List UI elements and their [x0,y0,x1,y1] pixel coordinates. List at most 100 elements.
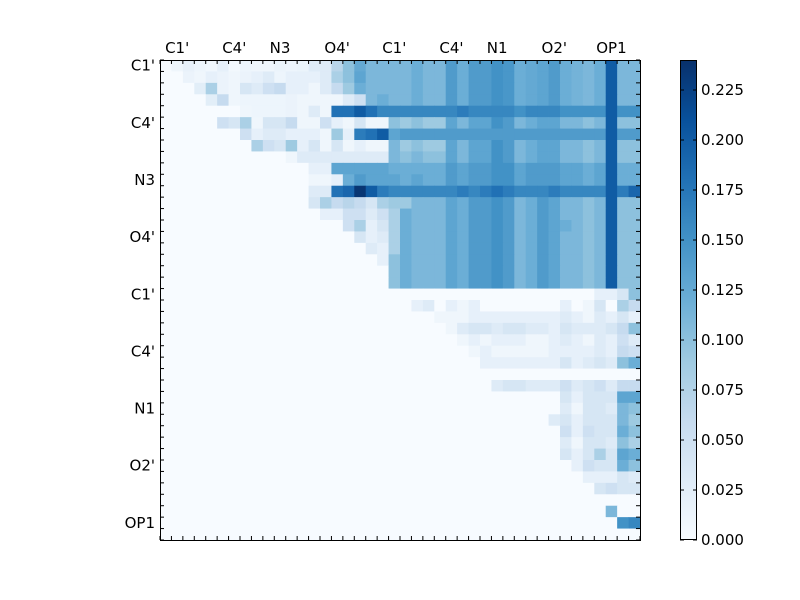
heatmap-cell [628,402,641,415]
heatmap-cell [365,208,378,221]
heatmap-cell [537,505,549,518]
heatmap-cell [582,460,595,472]
heatmap-cell [480,528,492,541]
heatmap-cell [422,71,435,84]
heatmap-cell [240,94,252,107]
heatmap-cell [331,82,344,95]
heatmap-cell [502,265,515,278]
heatmap-cell [262,368,275,381]
heatmap-cell [502,254,515,267]
heatmap-cell [342,140,355,152]
heatmap-cell [262,345,275,358]
colorbar-tick-label: 0.075 [701,381,744,399]
y-tick-label: C4' [131,114,155,132]
heatmap-cell [457,140,469,152]
heatmap-cell [468,220,481,232]
heatmap-cell [582,322,595,335]
heatmap-cell [285,151,298,164]
heatmap-cell [308,94,321,107]
heatmap-cell [594,71,607,84]
heatmap-cell [560,71,572,84]
heatmap-cell [171,60,184,72]
heatmap-cell [422,414,435,427]
x-tick-label: N1 [487,39,508,57]
heatmap-cell [331,414,344,427]
heatmap-cell [537,254,549,267]
heatmap-cell [354,71,367,84]
heatmap-cell [251,391,264,404]
heatmap-cell [434,391,447,404]
heatmap-cell [160,60,172,72]
x-tick-label: O4' [324,39,349,57]
heatmap-cell [422,208,435,221]
heatmap-cell [205,288,218,301]
heatmap-cell [445,197,458,209]
heatmap-cell [571,288,584,301]
heatmap-cell [457,242,469,255]
heatmap-cell [320,254,332,267]
heatmap-cell [320,414,332,427]
heatmap-cell [514,448,527,461]
heatmap-cell [400,197,412,209]
heatmap-cell [445,128,458,141]
heatmap-cell [628,528,641,541]
heatmap-cell [628,482,641,495]
heatmap-cell [388,140,401,152]
heatmap-cell [308,117,321,129]
heatmap-cell [434,517,447,529]
heatmap-cell [468,380,481,392]
heatmap-cell [571,208,584,221]
heatmap-cell [605,105,618,118]
heatmap-cell [171,220,184,232]
heatmap-cell [388,174,401,187]
heatmap-cell [274,140,287,152]
heatmap-cell [240,197,252,209]
heatmap-cell [182,368,195,381]
heatmap-cell [228,128,241,141]
heatmap-cell [548,242,561,255]
heatmap-cell [262,482,275,495]
heatmap-cell [388,345,401,358]
heatmap-cell [548,425,561,438]
heatmap-cell [320,151,332,164]
heatmap-cell [228,185,241,198]
heatmap-cell [160,368,172,381]
heatmap-cell [560,208,572,221]
heatmap-cell [365,162,378,175]
heatmap-cell [297,82,309,95]
heatmap-cell [171,380,184,392]
heatmap-cell [514,220,527,232]
heatmap-cell [628,448,641,461]
heatmap-cell [274,345,287,358]
heatmap-cell [342,185,355,198]
heatmap-cell [354,265,367,278]
heatmap-cell [617,460,629,472]
heatmap-cell [240,231,252,244]
heatmap-cell [594,254,607,267]
heatmap-cell [377,322,389,335]
heatmap-cell [308,517,321,529]
heatmap-cell [285,220,298,232]
heatmap-cell [217,505,229,518]
heatmap-cell [388,242,401,255]
heatmap-cell [548,254,561,267]
heatmap-cell [160,322,172,335]
heatmap-cell [308,311,321,324]
heatmap-cell [354,482,367,495]
heatmap-cell [537,277,549,289]
heatmap-cell [480,60,492,72]
heatmap-cell [560,277,572,289]
heatmap-cell [228,231,241,244]
heatmap-cell [594,414,607,427]
heatmap-cell [434,71,447,84]
heatmap-cell [594,208,607,221]
heatmap-cell [194,357,207,369]
x-tick-label: N3 [270,39,291,57]
heatmap-cell [491,437,504,449]
heatmap-cell [377,391,389,404]
heatmap-cell [331,437,344,449]
heatmap-cell [308,105,321,118]
heatmap-cell [594,425,607,438]
